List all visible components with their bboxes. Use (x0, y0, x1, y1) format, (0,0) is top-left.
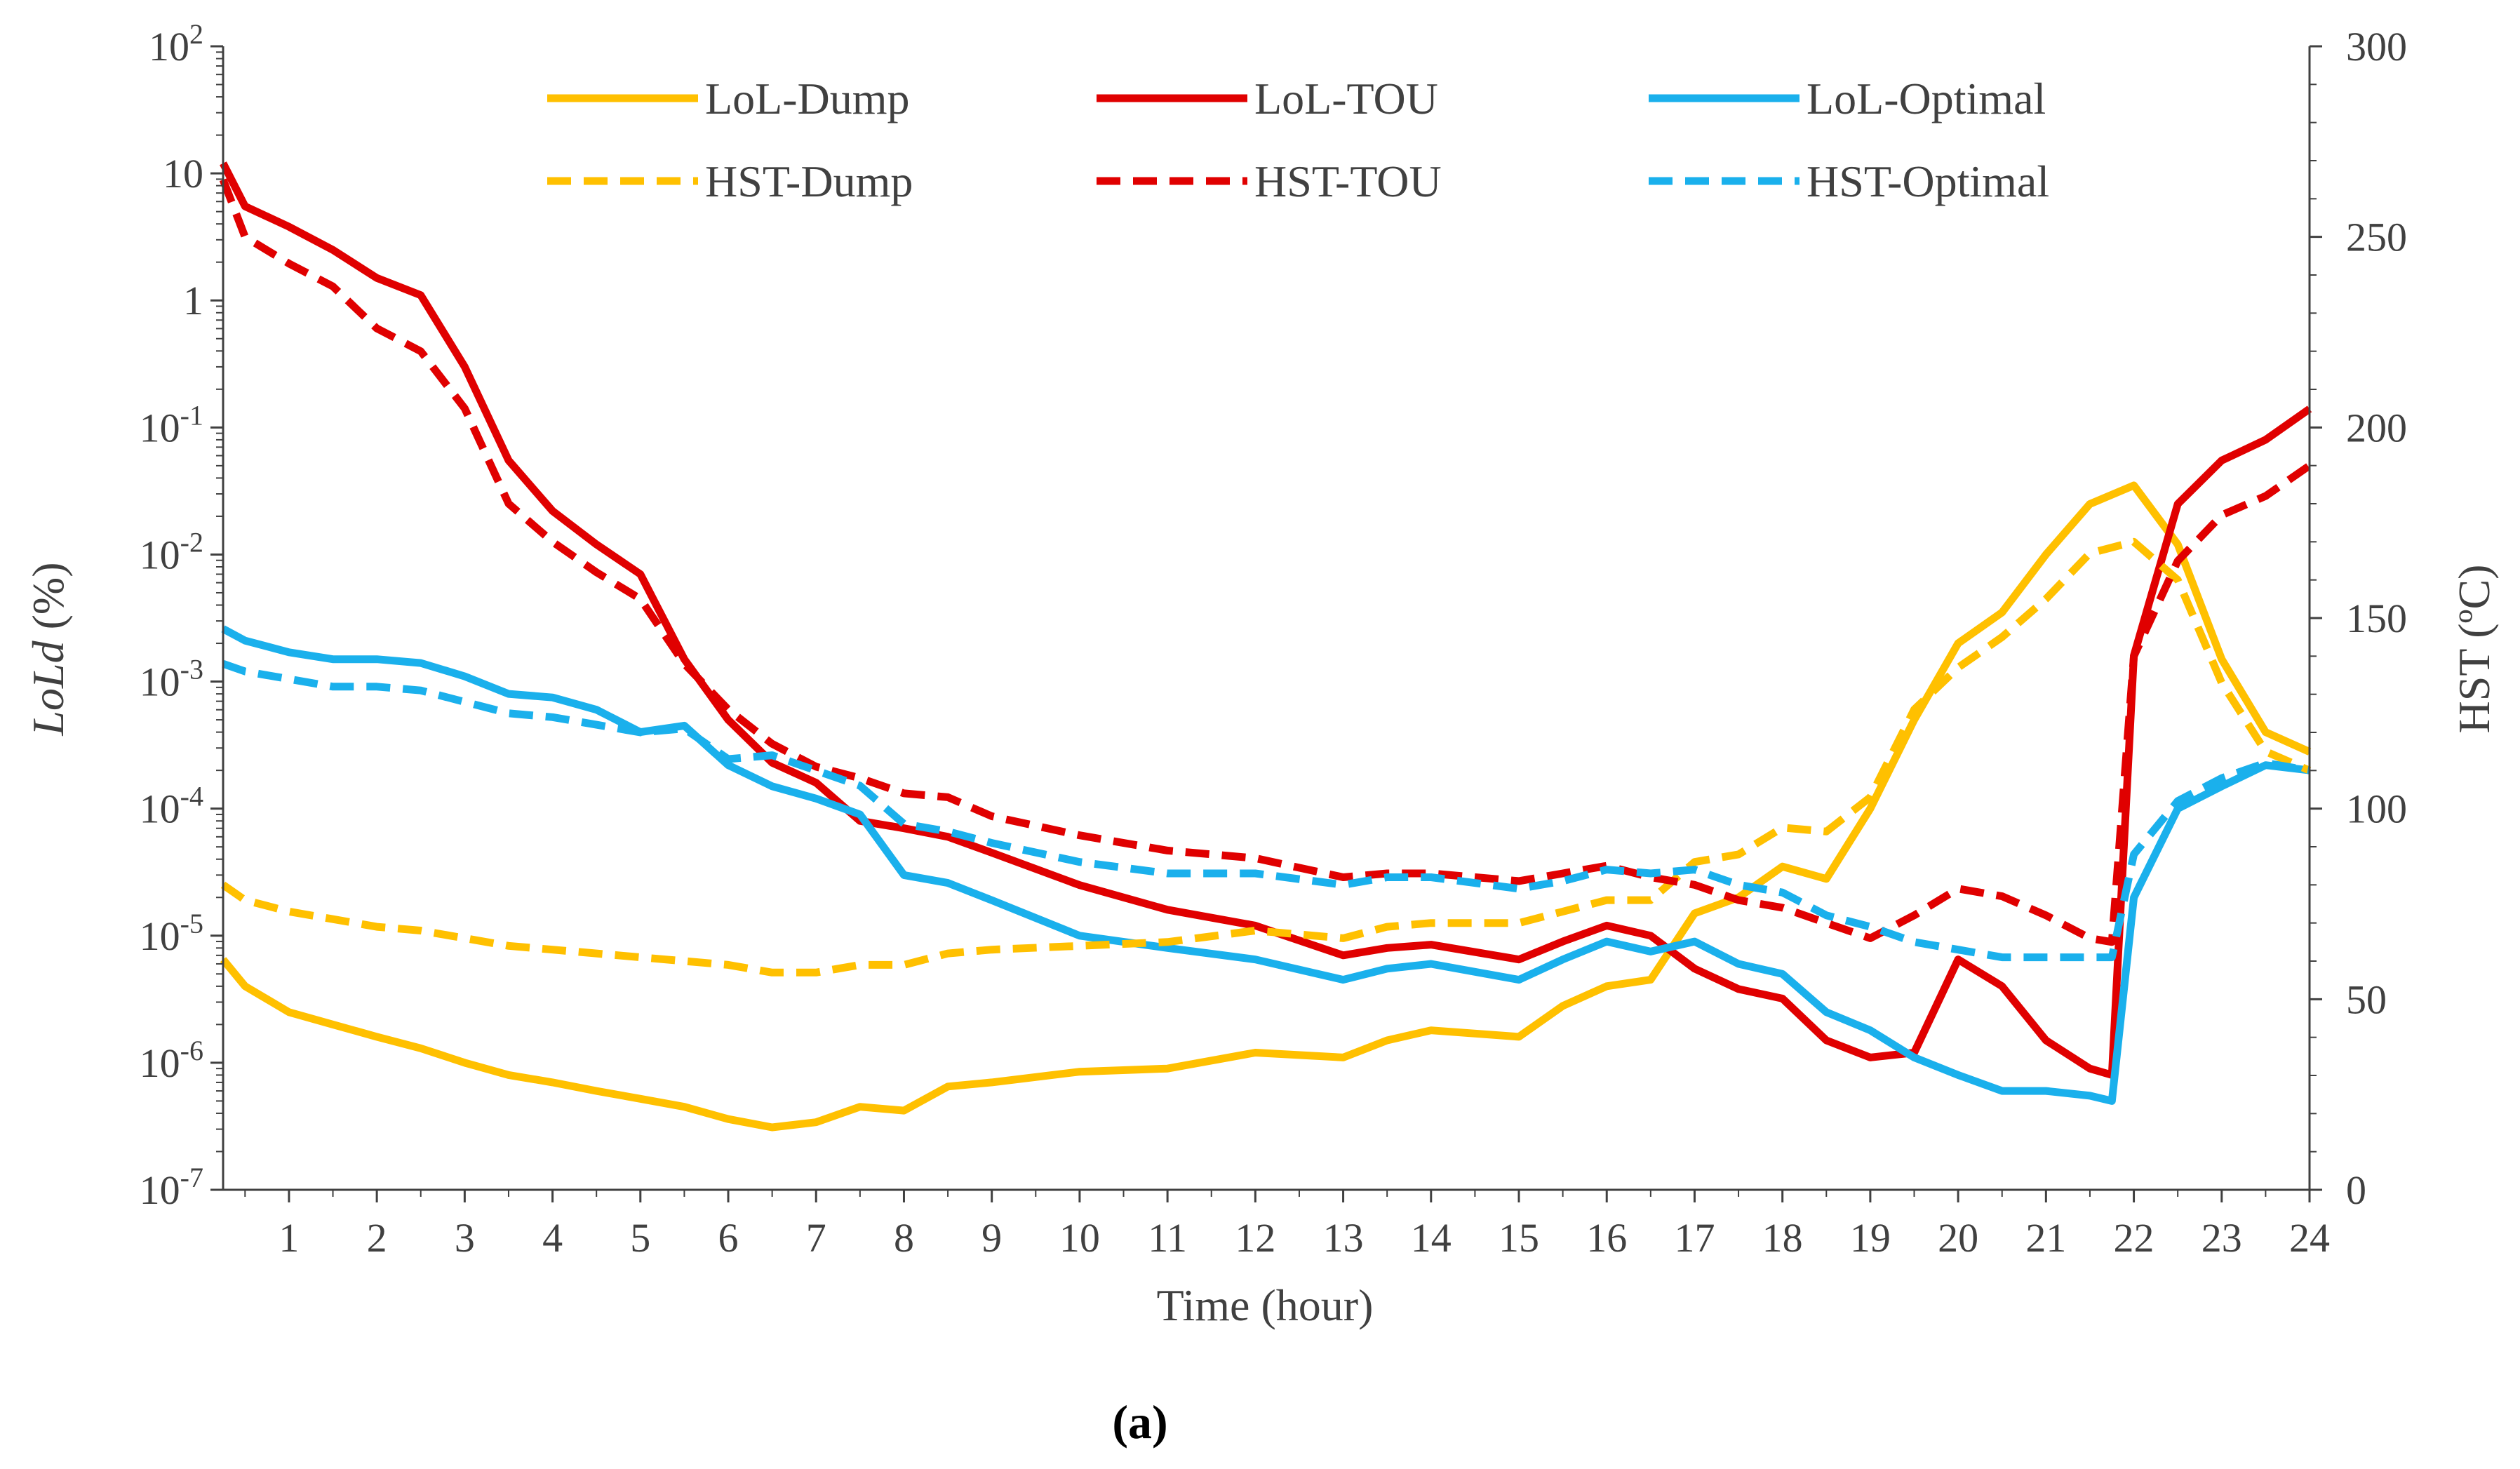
left-tick-label-exponent: -2 (180, 526, 203, 558)
left-tick-label: 10-7 (140, 1162, 203, 1213)
left-tick-label: 10-1 (140, 399, 203, 450)
right-tick-label: 0 (2346, 1167, 2366, 1213)
x-tick-label: 20 (1938, 1215, 1978, 1261)
x-tick-label: 7 (806, 1215, 826, 1261)
left-tick-label: 10-4 (140, 781, 203, 832)
legend-label-hst-optimal: HST-Optimal (1807, 156, 2049, 206)
x-tick-label: 10 (1059, 1215, 1100, 1261)
series-lol-dump (220, 481, 2312, 1132)
x-tick-label: 17 (1674, 1215, 1715, 1261)
x-tick-label: 12 (1235, 1215, 1275, 1261)
x-tick-label: 22 (2114, 1215, 2154, 1261)
left-tick-label-base: 10 (163, 151, 203, 196)
left-tick-label: 10-3 (140, 654, 203, 705)
left-tick-label-base: 10 (140, 532, 180, 577)
x-tick-label: 11 (1148, 1215, 1187, 1261)
left-tick-label-base: 10 (140, 659, 180, 705)
left-tick-label-exponent: 2 (189, 18, 203, 50)
x-tick-label: 23 (2201, 1215, 2242, 1261)
left-tick-label: 10-5 (140, 908, 203, 959)
legend-label-hst-dump: HST-Dump (705, 156, 913, 206)
x-tick-label: 6 (718, 1215, 739, 1261)
left-axis-title-unit: (%) (23, 562, 73, 640)
x-tick-label: 19 (1850, 1215, 1891, 1261)
right-tick-label: 50 (2346, 977, 2387, 1022)
left-tick-label: 10 (163, 151, 203, 196)
right-axis-title: HST (ºC) (2449, 565, 2499, 734)
left-tick-label-base: 10 (140, 1040, 180, 1086)
left-tick-label: 102 (149, 18, 203, 69)
x-tick-label: 24 (2289, 1215, 2330, 1261)
right-axis-ticks: 0 50 100 150 200 250 300 (2310, 24, 2407, 1213)
left-tick-label: 1 (183, 278, 203, 323)
x-tick-label: 1 (279, 1215, 299, 1261)
left-axis-title-italic: LoLd (23, 640, 73, 736)
right-tick-label: 150 (2346, 596, 2407, 641)
x-axis-title: Time (hour) (1157, 1280, 1374, 1330)
left-tick-label-base: 10 (140, 913, 180, 959)
left-tick-label-exponent: -7 (180, 1162, 203, 1193)
legend: LoL-Dump LoL-TOU LoL-Optimal HST-Dump HST-TO… (547, 74, 2049, 206)
x-tick-label: 3 (455, 1215, 475, 1261)
left-tick-label-base: 10 (140, 1167, 180, 1213)
x-tick-label: 5 (630, 1215, 650, 1261)
left-tick-label-exponent: -1 (180, 399, 203, 431)
x-tick-label: 18 (1762, 1215, 1803, 1261)
series-lol-optimal (221, 625, 2310, 1105)
x-tick-label: 13 (1323, 1215, 1364, 1261)
x-tick-label: 14 (1411, 1215, 1452, 1261)
left-tick-label-exponent: -3 (180, 654, 203, 685)
series-lol-tou (220, 161, 2312, 1079)
x-axis-ticks: 1 2 3 4 5 6 7 8 9 10 11 12 13 14 15 16 17 18 19 20 21 22 23 24 (244, 1190, 2330, 1261)
left-tick-label: 10-2 (140, 526, 203, 577)
left-tick-label-base: 10 (149, 24, 189, 69)
right-tick-label: 200 (2346, 405, 2407, 450)
x-tick-label: 21 (2025, 1215, 2066, 1261)
left-tick-label-exponent: -6 (180, 1035, 203, 1066)
left-tick-label-base: 10 (140, 786, 180, 832)
legend-label-lol-tou: LoL-TOU (1254, 74, 1438, 123)
left-tick-label-exponent: -4 (180, 781, 203, 812)
right-tick-label: 250 (2346, 215, 2407, 260)
left-tick-label: 10-6 (140, 1035, 203, 1086)
x-tick-label: 2 (367, 1215, 387, 1261)
right-tick-label: 300 (2346, 24, 2407, 69)
right-tick-label: 100 (2346, 786, 2407, 832)
x-tick-label: 4 (542, 1215, 563, 1261)
series-hst-dump (220, 537, 2312, 977)
left-tick-label-exponent: -5 (180, 908, 203, 939)
series-hst-tou (219, 178, 2312, 946)
x-tick-label: 8 (894, 1215, 914, 1261)
figure-caption: (a) (1112, 1395, 1167, 1449)
legend-label-hst-tou: HST-TOU (1254, 156, 1442, 206)
left-tick-label-base: 1 (183, 278, 203, 323)
x-tick-label: 9 (981, 1215, 1002, 1261)
x-tick-label: 16 (1586, 1215, 1627, 1261)
legend-label-lol-dump: LoL-Dump (705, 74, 910, 123)
left-tick-label-base: 10 (140, 405, 180, 450)
legend-label-lol-optimal: LoL-Optimal (1807, 74, 2046, 123)
series-hst-optimal (222, 660, 2310, 962)
x-tick-label: 15 (1499, 1215, 1539, 1261)
left-axis-title: LoLd (%) (23, 562, 73, 736)
series-layer (219, 161, 2312, 1132)
